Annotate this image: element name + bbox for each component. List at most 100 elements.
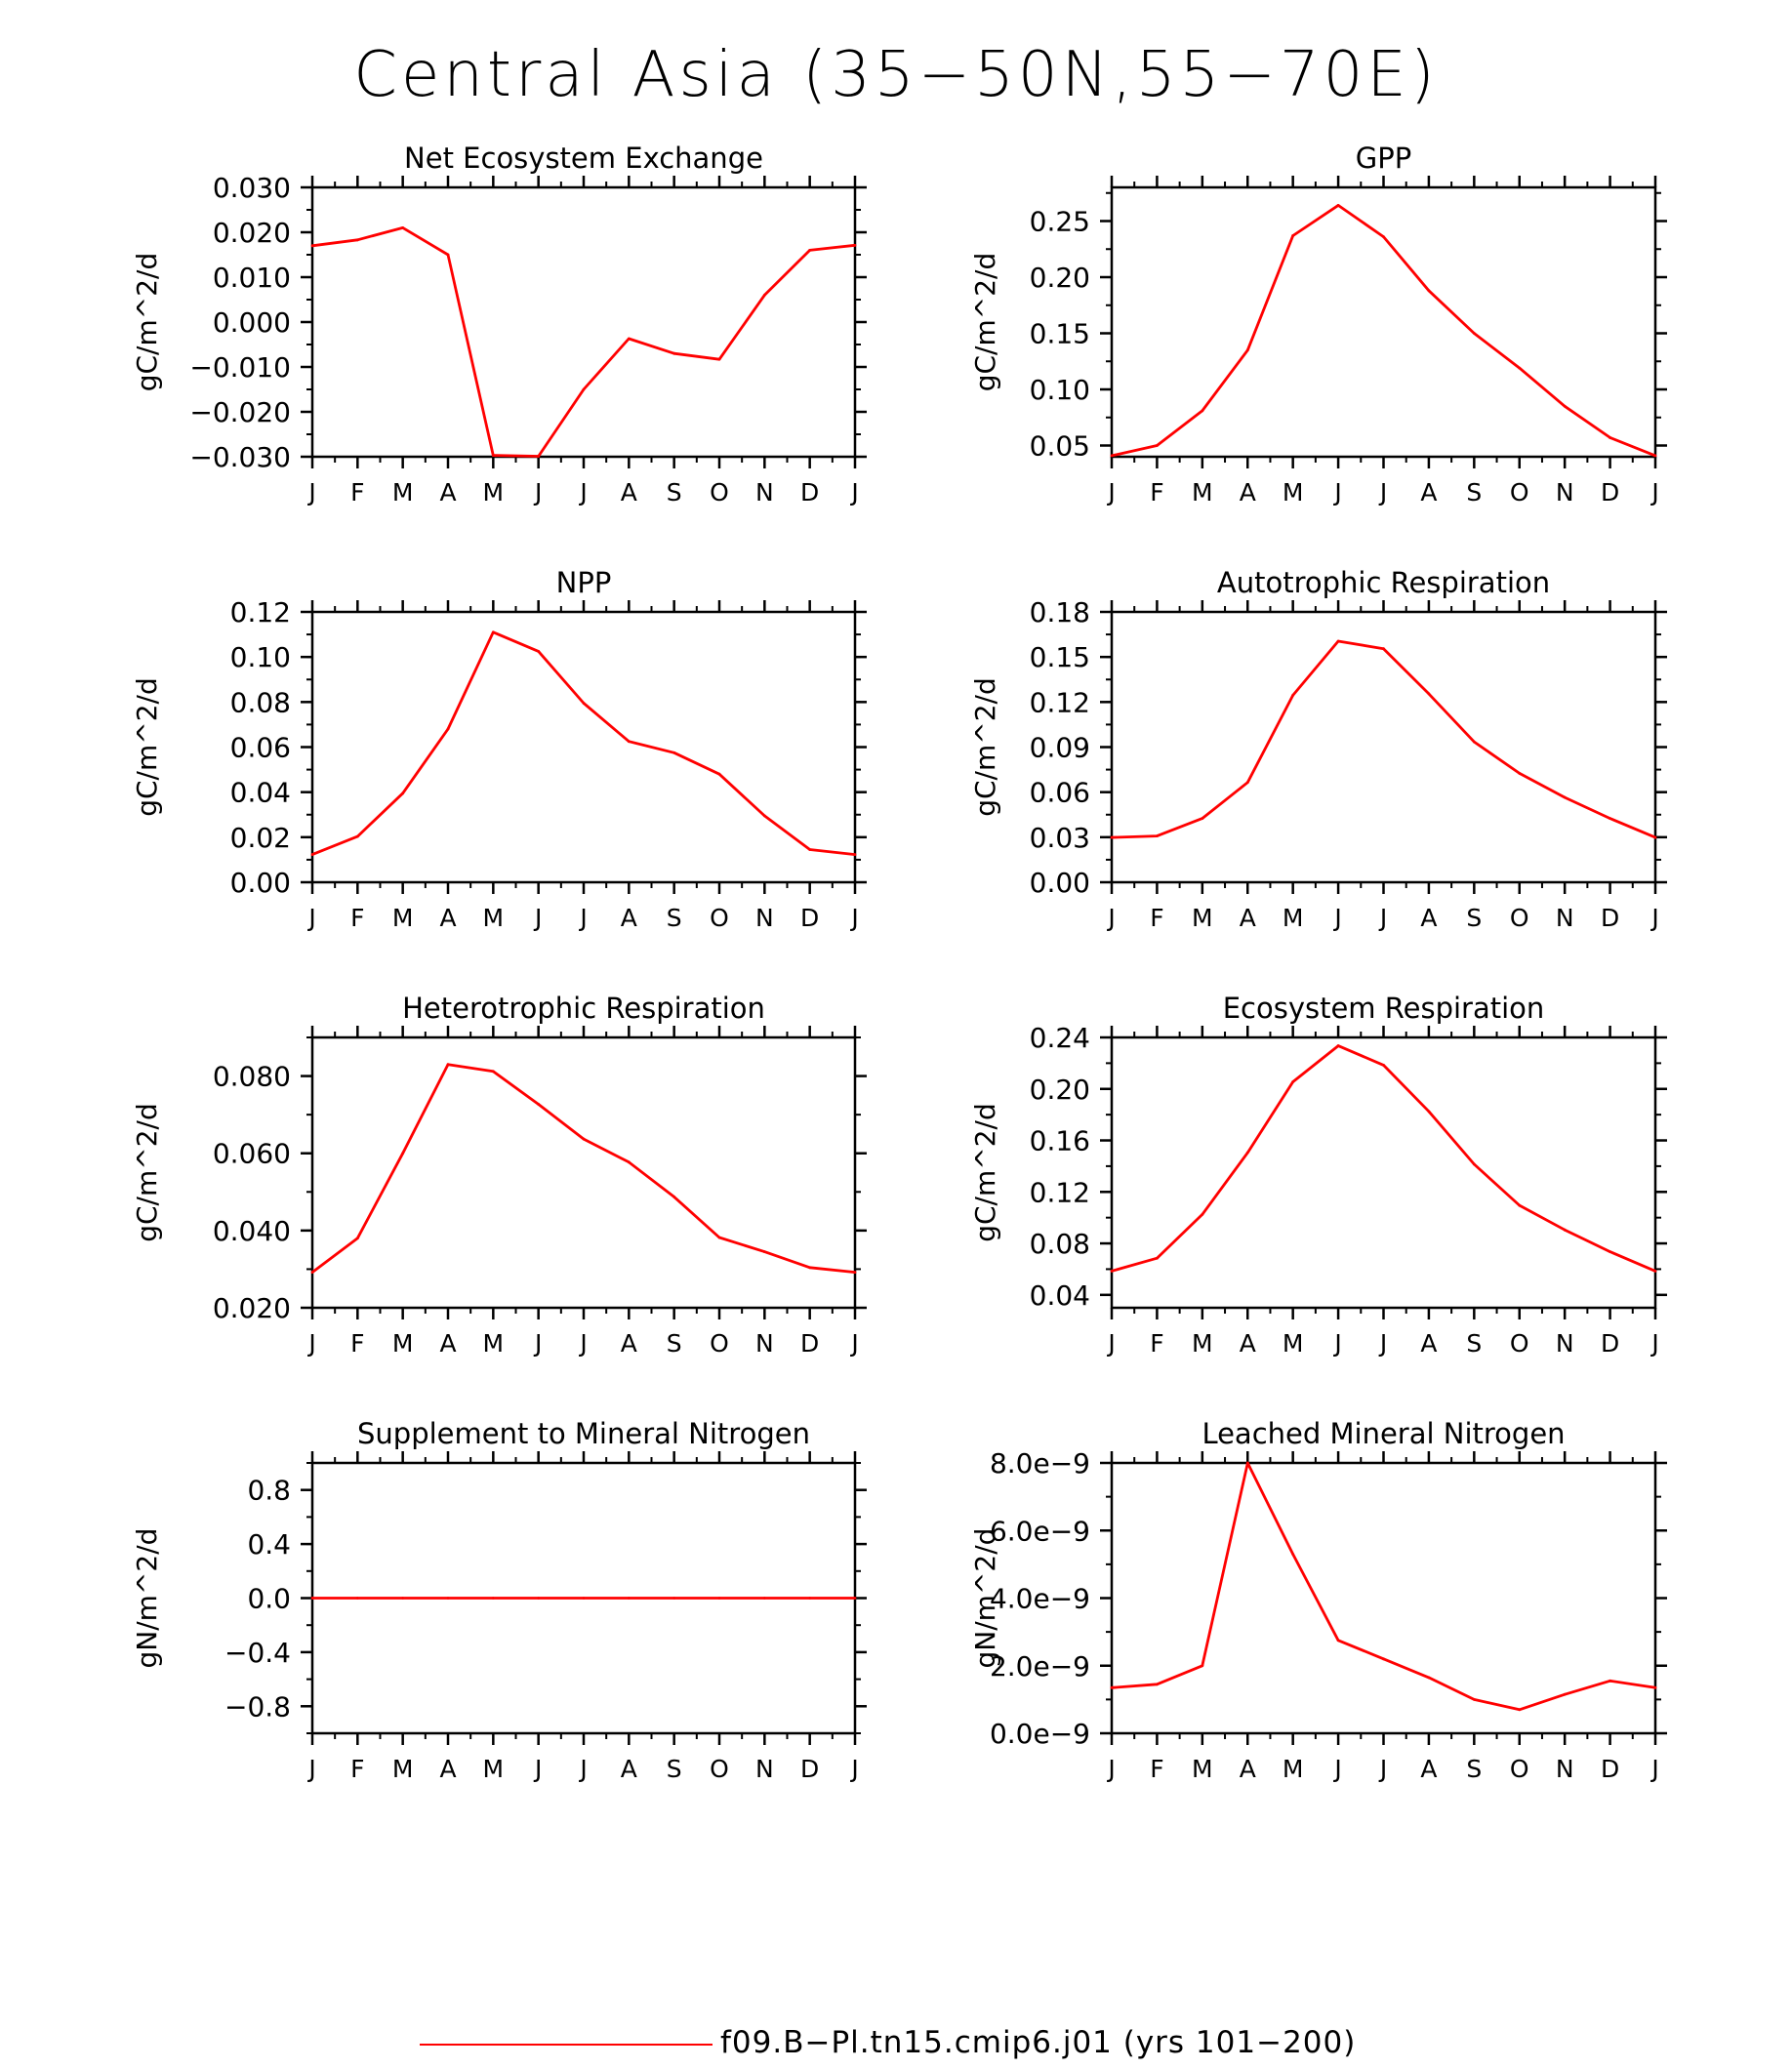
x-tick-label: F bbox=[350, 904, 364, 932]
x-tick-label: D bbox=[800, 1329, 819, 1358]
x-tick-label: D bbox=[1601, 904, 1619, 932]
plot-frame bbox=[310, 610, 857, 884]
chart-title: Ecosystem Respiration bbox=[1223, 992, 1545, 1025]
x-tick-label: N bbox=[1556, 478, 1574, 507]
x-tick-label: N bbox=[755, 478, 774, 507]
x-tick-label: S bbox=[1466, 904, 1482, 932]
data-point bbox=[1653, 1685, 1657, 1689]
data-point bbox=[853, 853, 857, 857]
data-point bbox=[537, 455, 541, 458]
y-axis: −0.8 −0.4 0.0 0.4 0.8 bbox=[224, 1462, 867, 1734]
x-tick-label: J bbox=[533, 1755, 542, 1783]
series-line bbox=[1111, 203, 1656, 458]
x-tick-label: S bbox=[667, 904, 682, 932]
data-point bbox=[1156, 444, 1159, 447]
x-tick-label: A bbox=[1240, 1755, 1256, 1783]
chart-title: Leached Mineral Nitrogen bbox=[1201, 1417, 1565, 1450]
x-tick-label: J bbox=[849, 1755, 858, 1783]
chart-panel-1: J F M A M J J A S O N D J−0.030−0.020−0.0100.0000.01… bbox=[131, 142, 867, 507]
y-tick-label: 0.20 bbox=[1030, 262, 1090, 294]
data-point bbox=[672, 1196, 676, 1198]
y-tick-label: −0.020 bbox=[189, 396, 291, 428]
y-tick-label: 0.06 bbox=[1030, 777, 1090, 809]
x-tick-label: A bbox=[439, 1329, 456, 1358]
data-point bbox=[446, 727, 450, 731]
data-point bbox=[672, 751, 676, 754]
x-tick-label: J bbox=[306, 1755, 315, 1783]
y-tick-label: 0.20 bbox=[1030, 1074, 1090, 1106]
x-tick-label: J bbox=[578, 904, 587, 932]
data-point bbox=[1653, 835, 1657, 839]
series-line bbox=[1111, 639, 1656, 839]
data-point bbox=[1609, 817, 1611, 820]
data-point bbox=[401, 1597, 405, 1600]
x-tick-label: A bbox=[1240, 478, 1256, 507]
legend-label: f09.B−Pl.tn15.cmip6.j01 (yrs 101−200) bbox=[720, 2025, 1357, 2060]
x-tick-label: M bbox=[1192, 1755, 1213, 1783]
y-tick-label: 0.04 bbox=[230, 777, 291, 809]
x-tick-label: M bbox=[1283, 904, 1304, 932]
x-tick-label: J bbox=[306, 478, 315, 507]
data-point bbox=[1336, 1639, 1340, 1643]
data-point bbox=[1291, 694, 1295, 697]
x-tick-label: A bbox=[1420, 478, 1437, 507]
data-point bbox=[582, 1597, 586, 1600]
y-tick-label: 0.05 bbox=[1030, 430, 1090, 463]
data-point bbox=[853, 1597, 857, 1600]
chart-title: Heterotrophic Respiration bbox=[402, 992, 765, 1025]
data-point bbox=[1609, 436, 1611, 439]
x-tick-label: M bbox=[1283, 478, 1304, 507]
chart-title: Autotrophic Respiration bbox=[1217, 566, 1550, 599]
data-point bbox=[1653, 454, 1657, 458]
x-tick-label: A bbox=[621, 1755, 637, 1783]
y-tick-label: 0.08 bbox=[230, 686, 291, 718]
x-tick-label: O bbox=[1510, 478, 1529, 507]
data-point bbox=[537, 1103, 541, 1106]
x-tick-label: N bbox=[1556, 1329, 1574, 1358]
x-tick-label: A bbox=[1420, 904, 1437, 932]
chart-title: Supplement to Mineral Nitrogen bbox=[357, 1417, 810, 1450]
y-tick-label: 0.010 bbox=[213, 262, 291, 294]
y-tick-label: −0.4 bbox=[224, 1637, 291, 1669]
data-point bbox=[1563, 795, 1567, 799]
data-point bbox=[717, 772, 721, 776]
y-axis-label: gC/m^2/d bbox=[969, 1103, 1001, 1242]
y-axis: 0.0e−9 2.0e−9 4.0e−9 6.0e−9 8.0e−9 bbox=[990, 1447, 1667, 1750]
x-tick-label: A bbox=[1420, 1755, 1437, 1783]
data-point bbox=[762, 814, 766, 818]
data-point bbox=[627, 1597, 631, 1600]
x-tick-label: N bbox=[755, 904, 774, 932]
y-axis-label: gN/m^2/d bbox=[131, 1528, 163, 1669]
chart-panel-7: J F M A M J J A S O N D J−0.8−0.40.00.40.8gN/m^2/dSu… bbox=[131, 1417, 867, 1783]
y-axis: 0.04 0.08 0.12 0.16 0.20 0.24 bbox=[1030, 1022, 1667, 1312]
y-tick-label: 0.4 bbox=[247, 1528, 291, 1561]
data-point bbox=[1245, 1151, 1249, 1155]
data-point bbox=[808, 848, 812, 851]
y-axis: 0.020 0.040 0.060 0.080 bbox=[213, 1036, 867, 1324]
x-tick-label: J bbox=[1332, 904, 1341, 932]
x-tick-label: F bbox=[350, 1329, 364, 1358]
y-tick-label: 0.10 bbox=[230, 641, 291, 673]
data-point bbox=[401, 226, 405, 229]
data-point bbox=[1110, 1270, 1114, 1273]
y-tick-label: 0.000 bbox=[213, 306, 291, 339]
x-tick-label: S bbox=[667, 478, 682, 507]
y-tick-label: −0.030 bbox=[189, 441, 291, 473]
x-tick-label: O bbox=[1510, 1329, 1529, 1358]
x-tick-label: O bbox=[710, 904, 729, 932]
x-tick-label: A bbox=[439, 478, 456, 507]
series-line bbox=[1111, 1044, 1656, 1273]
x-tick-label: A bbox=[621, 478, 637, 507]
data-point bbox=[1427, 289, 1431, 293]
data-point bbox=[1291, 1080, 1295, 1083]
plot-frame bbox=[1110, 1035, 1657, 1310]
x-tick-label: M bbox=[392, 904, 414, 932]
data-point bbox=[672, 351, 676, 355]
x-tick-label: O bbox=[710, 1329, 729, 1358]
y-tick-label: 0.0 bbox=[247, 1583, 291, 1615]
